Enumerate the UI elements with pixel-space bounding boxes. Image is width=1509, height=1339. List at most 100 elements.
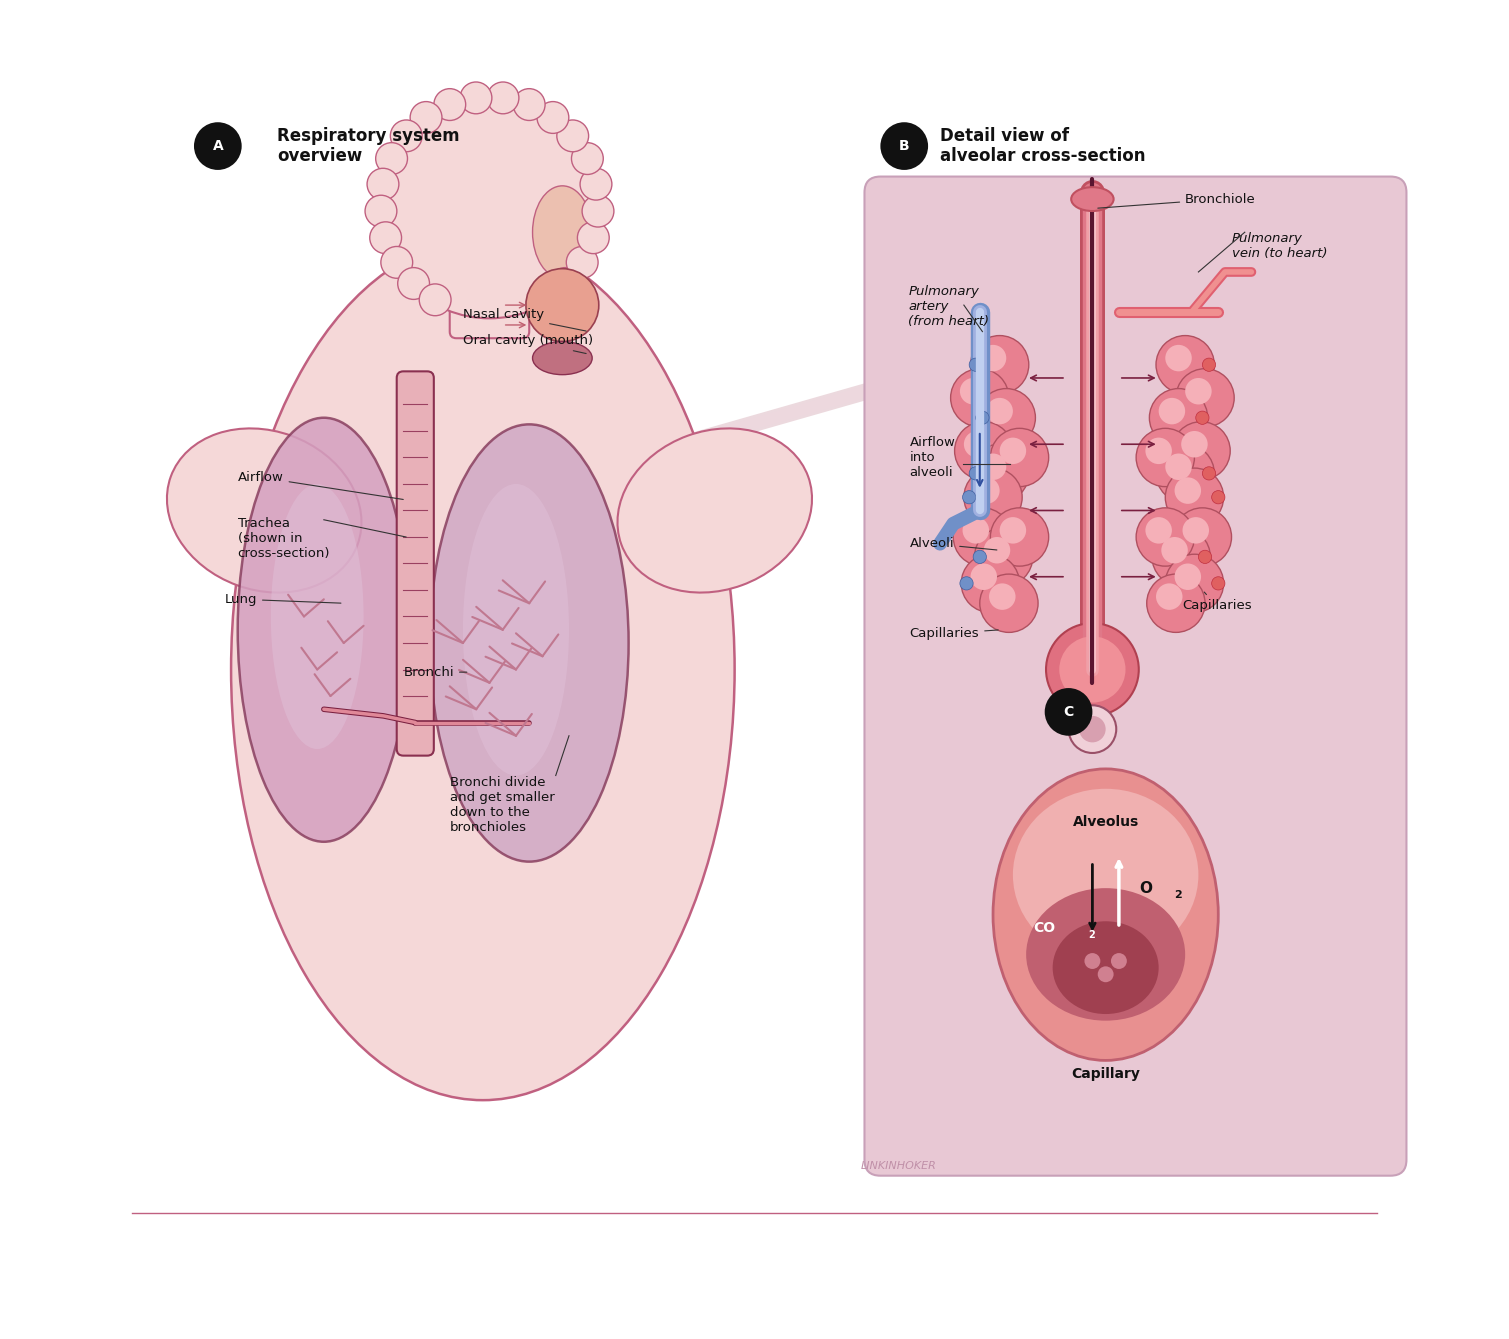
Circle shape	[1212, 490, 1225, 503]
Ellipse shape	[1071, 187, 1114, 212]
Circle shape	[990, 428, 1049, 486]
Circle shape	[969, 358, 982, 371]
FancyBboxPatch shape	[450, 245, 530, 339]
Ellipse shape	[533, 186, 592, 279]
Circle shape	[979, 345, 1007, 371]
Circle shape	[954, 507, 1011, 566]
Circle shape	[398, 268, 430, 300]
Circle shape	[1203, 358, 1216, 371]
Circle shape	[376, 143, 407, 174]
Circle shape	[582, 195, 614, 228]
Circle shape	[987, 398, 1013, 424]
Ellipse shape	[1026, 888, 1185, 1020]
Circle shape	[566, 246, 598, 279]
Ellipse shape	[533, 341, 592, 375]
Circle shape	[578, 222, 610, 253]
Circle shape	[970, 336, 1029, 394]
Ellipse shape	[993, 769, 1218, 1060]
Circle shape	[984, 537, 1010, 564]
Circle shape	[1172, 507, 1231, 566]
Circle shape	[979, 574, 1038, 632]
Circle shape	[420, 284, 451, 316]
Circle shape	[1198, 550, 1212, 564]
Circle shape	[1165, 345, 1192, 371]
Circle shape	[391, 121, 423, 151]
Circle shape	[964, 469, 1022, 526]
Text: Detail view of
alveolar cross-section: Detail view of alveolar cross-section	[940, 127, 1145, 166]
Circle shape	[1085, 953, 1100, 969]
Circle shape	[1151, 528, 1210, 586]
Circle shape	[1183, 517, 1209, 544]
Ellipse shape	[1013, 789, 1198, 961]
Text: Alveoli: Alveoli	[910, 537, 997, 550]
Circle shape	[528, 284, 560, 316]
Circle shape	[988, 584, 1016, 609]
Text: Lung: Lung	[225, 593, 341, 605]
Circle shape	[963, 517, 988, 544]
Circle shape	[1097, 967, 1114, 983]
Ellipse shape	[231, 238, 735, 1101]
Circle shape	[963, 490, 976, 503]
Circle shape	[1147, 574, 1206, 632]
Circle shape	[1174, 564, 1201, 590]
Text: 2: 2	[1088, 929, 1096, 940]
Circle shape	[951, 368, 1010, 427]
Text: Alveolus: Alveolus	[1073, 815, 1139, 829]
Circle shape	[978, 388, 1035, 447]
Circle shape	[549, 268, 581, 300]
Circle shape	[973, 550, 987, 564]
Text: Bronchi divide
and get smaller
down to the
bronchioles: Bronchi divide and get smaller down to t…	[450, 775, 554, 833]
Text: Respiratory system
overview: Respiratory system overview	[278, 127, 460, 166]
Circle shape	[572, 143, 604, 174]
Text: Bronchiole: Bronchiole	[1099, 193, 1255, 208]
Ellipse shape	[238, 418, 410, 842]
Circle shape	[377, 94, 602, 319]
Text: Oral cavity (mouth): Oral cavity (mouth)	[463, 335, 593, 353]
Ellipse shape	[167, 428, 362, 593]
Circle shape	[1079, 716, 1106, 742]
Circle shape	[1212, 577, 1225, 590]
Circle shape	[960, 577, 973, 590]
Circle shape	[410, 102, 442, 134]
Circle shape	[999, 438, 1026, 465]
Circle shape	[979, 454, 1007, 479]
Circle shape	[557, 121, 589, 151]
FancyBboxPatch shape	[397, 371, 433, 755]
Circle shape	[1059, 636, 1126, 703]
Ellipse shape	[463, 483, 569, 775]
Circle shape	[976, 411, 988, 424]
Circle shape	[1165, 454, 1192, 479]
Circle shape	[973, 478, 999, 503]
Circle shape	[435, 88, 466, 121]
Circle shape	[1162, 537, 1188, 564]
Circle shape	[1165, 469, 1224, 526]
Circle shape	[365, 195, 397, 228]
Circle shape	[1145, 438, 1172, 465]
Text: O: O	[1139, 881, 1151, 896]
Text: CO: CO	[1032, 921, 1055, 935]
Text: B: B	[899, 139, 910, 153]
Circle shape	[1156, 336, 1215, 394]
Circle shape	[1111, 953, 1127, 969]
Circle shape	[1150, 388, 1207, 447]
Circle shape	[960, 378, 987, 404]
Circle shape	[969, 467, 982, 479]
Circle shape	[990, 507, 1049, 566]
Ellipse shape	[527, 269, 599, 341]
Circle shape	[513, 88, 545, 121]
Circle shape	[970, 564, 997, 590]
Circle shape	[1172, 422, 1230, 479]
Circle shape	[460, 82, 492, 114]
Circle shape	[970, 445, 1029, 502]
Circle shape	[1046, 623, 1139, 716]
Text: Capillaries: Capillaries	[1182, 592, 1251, 612]
Text: Airflow
into
alveoli: Airflow into alveoli	[910, 437, 955, 479]
Text: 2: 2	[1174, 890, 1183, 900]
Circle shape	[999, 517, 1026, 544]
Text: Capillary: Capillary	[1071, 1067, 1141, 1081]
Circle shape	[1182, 431, 1207, 458]
Ellipse shape	[1053, 921, 1159, 1014]
Text: Nasal cavity: Nasal cavity	[463, 308, 585, 331]
Circle shape	[383, 99, 596, 312]
Circle shape	[537, 102, 569, 134]
